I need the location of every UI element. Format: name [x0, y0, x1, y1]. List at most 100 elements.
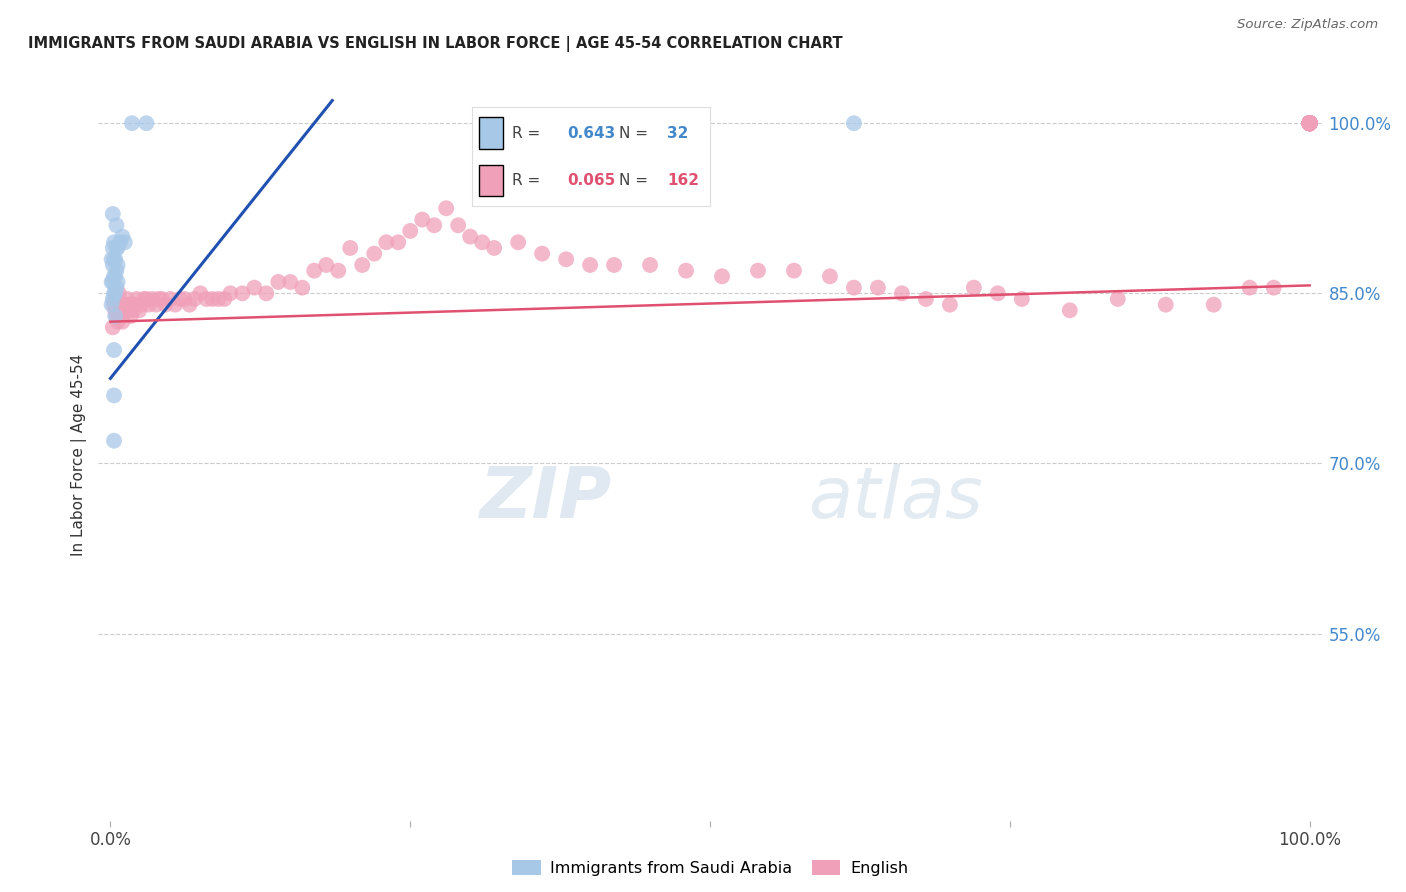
Point — [555, 252, 578, 267]
Point — [1298, 116, 1320, 130]
Point — [108, 235, 131, 250]
Point — [108, 286, 131, 301]
Point — [1298, 116, 1320, 130]
Point — [1298, 116, 1320, 130]
Point — [1298, 116, 1320, 130]
Point — [214, 292, 236, 306]
Point — [111, 315, 134, 329]
Point — [100, 275, 122, 289]
Point — [100, 298, 122, 312]
Point — [1298, 116, 1320, 130]
Point — [1298, 116, 1320, 130]
Point — [1298, 116, 1320, 130]
Point — [107, 315, 129, 329]
Point — [114, 298, 136, 312]
Point — [121, 116, 143, 130]
Point — [243, 280, 266, 294]
Point — [1298, 116, 1320, 130]
Point — [352, 258, 374, 272]
Point — [482, 241, 505, 255]
Point — [148, 292, 170, 306]
Point — [1298, 116, 1320, 130]
Point — [110, 298, 132, 312]
Point — [108, 298, 131, 312]
Point — [103, 434, 125, 448]
Point — [531, 246, 554, 260]
Point — [101, 258, 124, 272]
Point — [1298, 116, 1320, 130]
Point — [103, 286, 125, 301]
Point — [169, 292, 191, 306]
Text: atlas: atlas — [808, 465, 983, 533]
Point — [101, 320, 124, 334]
Point — [120, 309, 142, 323]
Point — [1298, 116, 1320, 130]
Point — [1298, 116, 1320, 130]
Point — [458, 229, 481, 244]
Point — [1298, 116, 1320, 130]
Point — [1298, 116, 1320, 130]
Point — [103, 343, 125, 357]
Point — [1298, 116, 1320, 130]
Point — [131, 298, 153, 312]
Point — [104, 303, 127, 318]
Point — [783, 263, 806, 277]
Point — [188, 286, 212, 301]
Point — [145, 298, 167, 312]
Point — [1011, 292, 1033, 306]
Point — [1298, 116, 1320, 130]
Text: ZIP: ZIP — [479, 465, 612, 533]
Point — [150, 292, 173, 306]
Text: Source: ZipAtlas.com: Source: ZipAtlas.com — [1237, 18, 1378, 31]
Point — [104, 286, 127, 301]
Point — [1298, 116, 1320, 130]
Point — [1298, 116, 1320, 130]
Point — [1298, 116, 1320, 130]
Point — [1202, 298, 1225, 312]
Point — [1298, 116, 1320, 130]
Point — [387, 235, 409, 250]
Point — [101, 275, 124, 289]
Point — [1298, 116, 1320, 130]
Point — [1298, 116, 1320, 130]
Point — [105, 219, 128, 233]
Point — [1298, 116, 1320, 130]
Point — [1298, 116, 1320, 130]
Point — [104, 252, 127, 267]
Point — [231, 286, 253, 301]
Point — [101, 292, 124, 306]
Point — [1298, 116, 1320, 130]
Point — [1298, 116, 1320, 130]
Point — [103, 298, 125, 312]
Point — [1298, 116, 1320, 130]
Point — [1298, 116, 1320, 130]
Point — [141, 292, 163, 306]
Point — [1154, 298, 1177, 312]
Point — [842, 280, 865, 294]
Point — [165, 298, 187, 312]
Point — [339, 241, 361, 255]
Point — [105, 292, 128, 306]
Point — [195, 292, 218, 306]
Point — [1298, 116, 1320, 130]
Point — [1107, 292, 1129, 306]
Point — [1298, 116, 1320, 130]
Point — [132, 292, 155, 306]
Point — [107, 275, 129, 289]
Point — [1298, 116, 1320, 130]
Point — [135, 292, 157, 306]
Point — [138, 298, 160, 312]
Point — [118, 303, 141, 318]
Point — [1298, 116, 1320, 130]
Point — [115, 292, 138, 306]
Point — [1298, 116, 1320, 130]
Point — [105, 309, 128, 323]
Point — [471, 235, 494, 250]
Point — [1298, 116, 1320, 130]
Point — [1298, 116, 1320, 130]
Point — [1298, 116, 1320, 130]
Point — [1298, 116, 1320, 130]
Point — [254, 286, 277, 301]
Point — [328, 263, 350, 277]
Point — [1298, 116, 1320, 130]
